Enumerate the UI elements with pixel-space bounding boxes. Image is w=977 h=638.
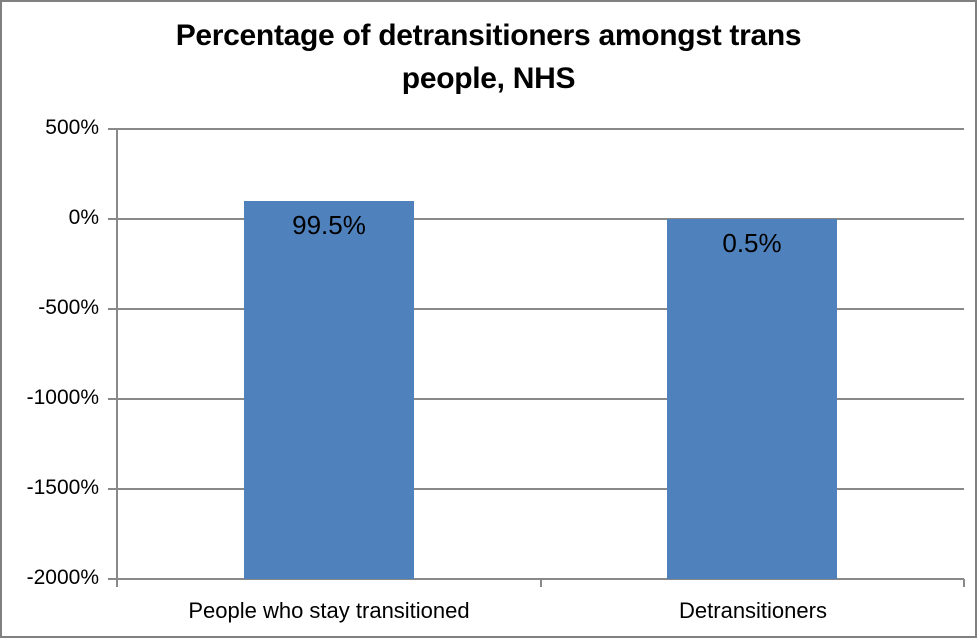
chart-title-line-2: people, NHS xyxy=(401,62,576,95)
chart-title: Percentage of detransitioners amongst tr… xyxy=(2,14,975,100)
y-axis-tick xyxy=(108,218,117,220)
y-axis-line xyxy=(116,129,118,581)
x-axis-tick xyxy=(116,579,118,587)
y-axis-tick xyxy=(108,308,117,310)
gridline xyxy=(117,218,964,220)
y-tick-label: 500% xyxy=(45,116,99,139)
y-tick-label: -1500% xyxy=(26,476,99,499)
gridline xyxy=(117,398,964,400)
gridline xyxy=(117,308,964,310)
category-label-people-who-stay-transitioned: People who stay transitioned xyxy=(188,598,470,623)
y-tick-label: -1000% xyxy=(26,386,99,409)
y-tick-label: 0% xyxy=(68,206,99,229)
gridline xyxy=(117,488,964,490)
y-axis-tick xyxy=(108,128,117,130)
bar-people-who-stay-transitioned: 99.5% xyxy=(244,201,414,579)
y-axis-tick xyxy=(108,398,117,400)
category-label-detransitioners: Detransitioners xyxy=(679,598,827,623)
y-axis-tick xyxy=(108,488,117,490)
x-axis-tick xyxy=(963,579,965,587)
bar-detransitioners: 0.5% xyxy=(667,219,837,579)
y-tick-label: -2000% xyxy=(26,566,99,589)
y-axis-tick xyxy=(108,578,117,580)
y-tick-label: -500% xyxy=(38,296,99,319)
chart-title-line-1: Percentage of detransitioners amongst tr… xyxy=(175,19,802,52)
gridline xyxy=(117,128,964,130)
x-axis-tick xyxy=(540,579,542,587)
data-label-people-who-stay-transitioned: 99.5% xyxy=(292,210,366,240)
data-label-detransitioners: 0.5% xyxy=(722,228,782,258)
